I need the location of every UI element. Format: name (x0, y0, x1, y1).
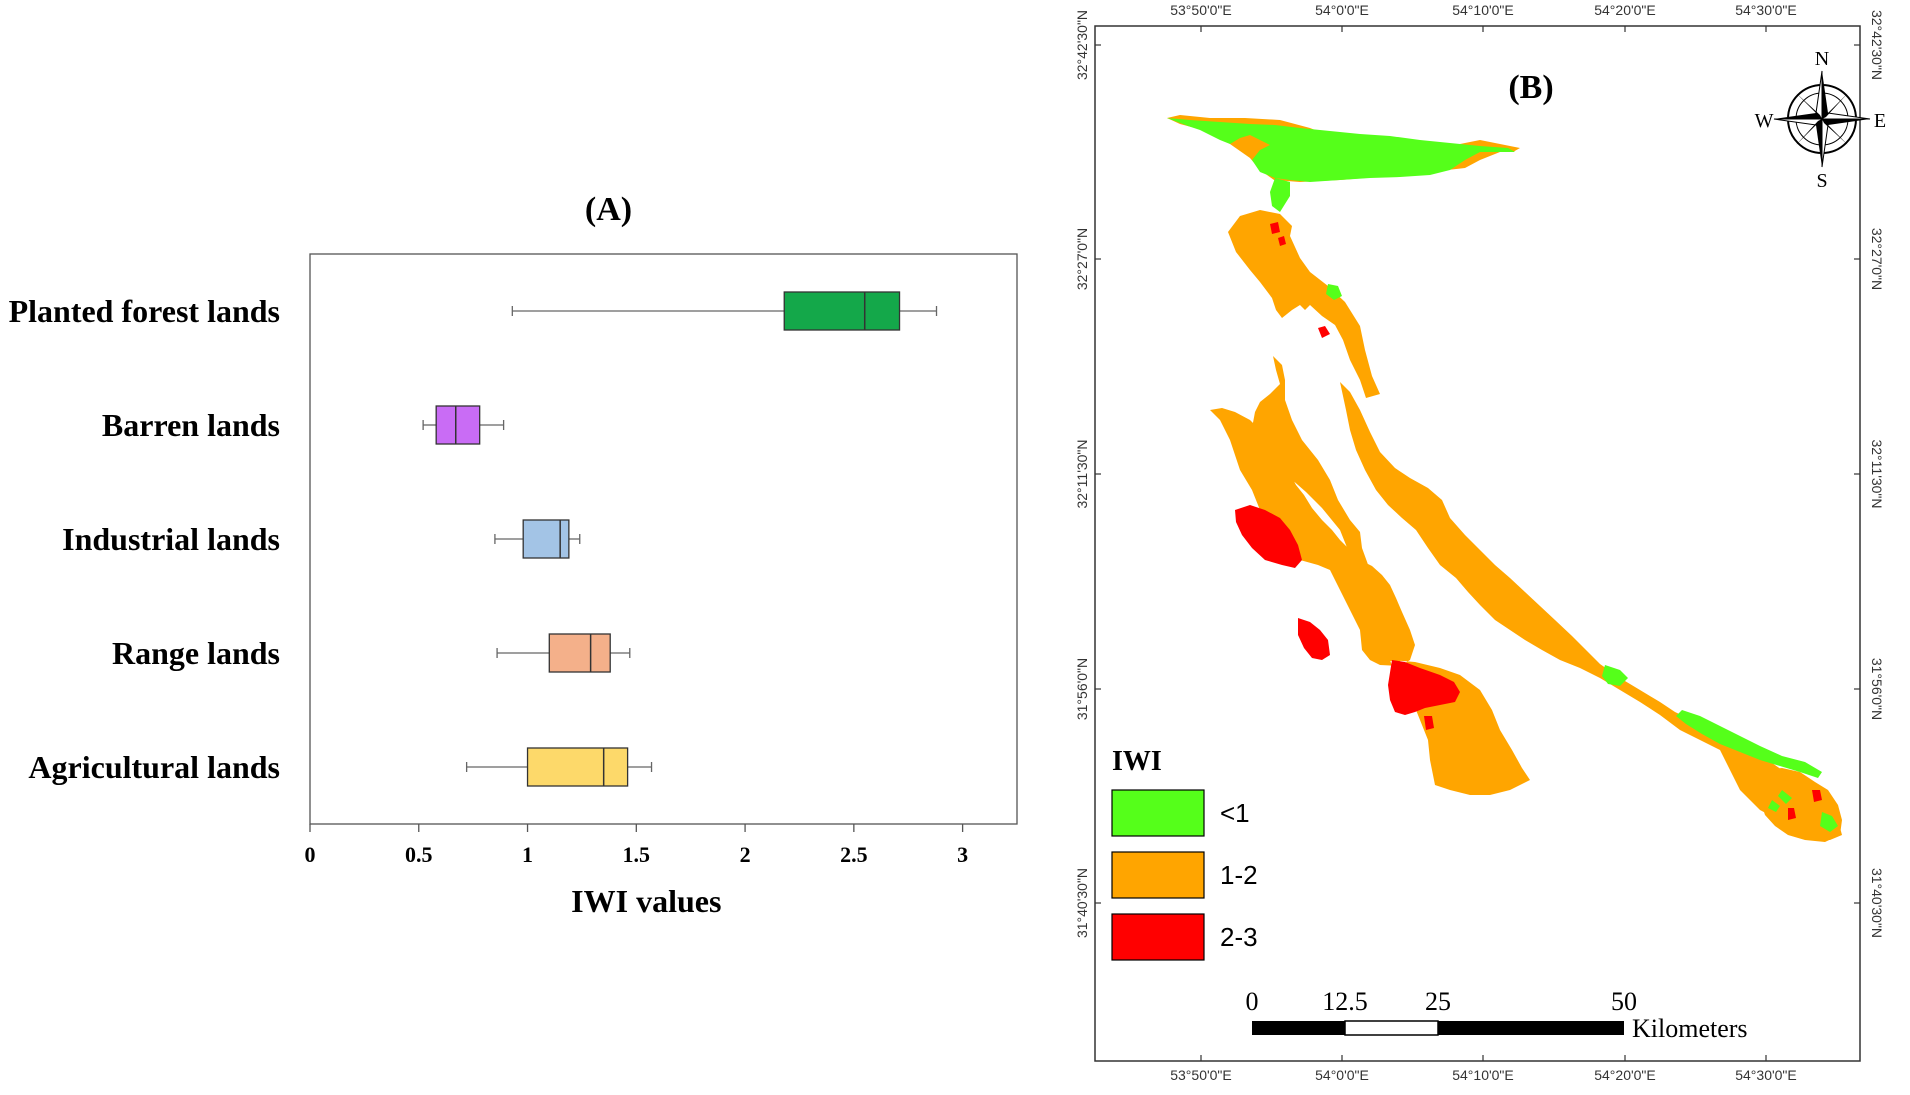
east-label: E (1874, 110, 1886, 132)
x-axis-title: IWI values (571, 883, 721, 919)
lat-label: 32°42'30"N (1869, 10, 1885, 80)
legend-swatch-lt1 (1111, 789, 1205, 837)
category-label: Agricultural lands (28, 749, 280, 785)
legend-swatch-2-3 (1111, 913, 1205, 961)
lat-label: 32°11'30"N (1869, 439, 1885, 508)
lat-label: 32°42'30"N (1074, 10, 1090, 80)
region-iwi-lt1 (1167, 118, 1838, 832)
x-tick-label: 3 (957, 842, 968, 867)
lat-label: 32°27'0"N (1074, 228, 1090, 290)
box (548, 633, 611, 673)
bottom-lon-label: 53°50'0"E (1170, 1067, 1232, 1083)
map-frame (1094, 25, 1861, 1062)
bottom-lon-label: 54°10'0"E (1452, 1067, 1514, 1083)
legend-swatch-1-2 (1111, 851, 1205, 899)
scale-label-25: 25 (1425, 987, 1451, 1016)
panel-a: (A) 0 0.5 1 1.5 2 2.5 3 IWI values Planted forest… (9, 191, 1018, 919)
lat-label: 31°40'30"N (1869, 868, 1885, 938)
lat-label: 32°11'30"N (1074, 439, 1090, 508)
north-arrow: N S E W (1755, 48, 1887, 192)
west-label: W (1755, 110, 1774, 132)
x-tick-label: 2 (740, 842, 751, 867)
bottom-lon-label: 54°30'0"E (1735, 1067, 1797, 1083)
top-lon-label: 54°20'0"E (1594, 2, 1656, 18)
x-tick-label: 1.5 (623, 842, 651, 867)
box (783, 291, 901, 331)
right-lat-labels: 32°42'30"N 32°27'0"N 32°11'30"N 31°56'0"… (1869, 10, 1885, 938)
top-lon-labels: 53°50'0"E 54°0'0"E 54°10'0"E 54°20'0"E 5… (1170, 2, 1797, 18)
box (526, 747, 629, 787)
map-legend: IWI <1 1-2 2-3 (1111, 746, 1258, 961)
category-label: Planted forest lands (9, 293, 280, 329)
panel-b-title: (B) (1508, 69, 1553, 106)
x-tick-label: 0.5 (405, 842, 433, 867)
box (435, 405, 481, 445)
legend-label-lt1: <1 (1220, 798, 1250, 828)
top-lon-label: 54°30'0"E (1735, 2, 1797, 18)
north-label: N (1815, 48, 1829, 70)
scale-label-0: 0 (1246, 987, 1259, 1016)
legend-label-1-2: 1-2 (1220, 860, 1258, 890)
panel-b: 53°50'0"E 54°0'0"E 54°10'0"E 54°20'0"E 5… (1060, 0, 1910, 1090)
iwi-map: 53°50'0"E 54°0'0"E 54°10'0"E 54°20'0"E 5… (1074, 2, 1887, 1083)
category-label: Range lands (112, 635, 280, 671)
scale-label-12-5: 12.5 (1322, 987, 1368, 1016)
bottom-lon-label: 54°20'0"E (1594, 1067, 1656, 1083)
category-label: Barren lands (102, 407, 280, 443)
x-tick-label: 1 (522, 842, 533, 867)
lat-label: 32°27'0"N (1869, 228, 1885, 290)
plot-frame (309, 253, 1018, 825)
x-tick-label: 0 (305, 842, 316, 867)
left-lat-labels: 32°42'30"N 32°27'0"N 32°11'30"N 31°56'0"… (1074, 10, 1090, 938)
lat-label: 31°40'30"N (1074, 868, 1090, 938)
lat-ticks (1095, 44, 1860, 904)
bottom-lon-label: 54°0'0"E (1315, 1067, 1369, 1083)
category-label: Industrial lands (62, 521, 280, 557)
south-label: S (1816, 170, 1827, 192)
top-lon-label: 54°10'0"E (1452, 2, 1514, 18)
top-lon-label: 53°50'0"E (1170, 2, 1232, 18)
lat-label: 31°56'0"N (1074, 658, 1090, 720)
legend-label-2-3: 2-3 (1220, 922, 1258, 952)
chart-title: (A) (585, 191, 632, 228)
iwi-boxplot: (A) 0 0.5 1 1.5 2 2.5 3 IWI values Planted forest… (9, 191, 1018, 919)
scale-bar: 0 12.5 25 50 Kilometers (1246, 987, 1748, 1043)
box (522, 519, 570, 559)
iwi-regions (1167, 115, 1842, 842)
scale-unit: Kilometers (1632, 1014, 1748, 1043)
lon-ticks (1200, 26, 1767, 1061)
legend-title: IWI (1112, 746, 1162, 777)
scale-label-50: 50 (1611, 987, 1637, 1016)
top-lon-label: 54°0'0"E (1315, 2, 1369, 18)
bottom-lon-labels: 53°50'0"E 54°0'0"E 54°10'0"E 54°20'0"E 5… (1170, 1067, 1797, 1083)
lat-label: 31°56'0"N (1869, 658, 1885, 720)
x-tick-label: 2.5 (840, 842, 868, 867)
